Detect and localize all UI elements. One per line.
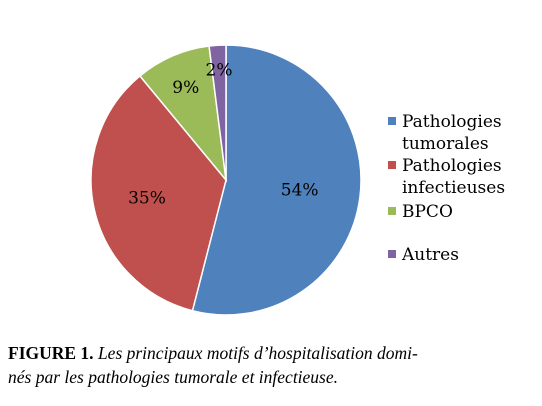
- pie-slice-label-4: 2%: [206, 61, 233, 81]
- legend-swatch-4: [388, 250, 396, 258]
- legend-swatch-2: [388, 161, 396, 169]
- pie-slices: [90, 44, 362, 316]
- legend-label-1-line-2: tumorales: [402, 134, 489, 154]
- pie-chart: 54% 35% 9% 2% PathologiestumoralesPathologi…: [90, 44, 505, 316]
- pie-slice-label-3: 9%: [172, 78, 199, 98]
- pie-slice-label-2: 35%: [128, 189, 166, 209]
- legend-label-3-line-1: BPCO: [402, 202, 453, 222]
- legend-swatch-3: [388, 207, 396, 215]
- pie-slice-labels: 54% 35% 9% 2%: [128, 61, 318, 209]
- caption-prefix: FIGURE 1.: [8, 343, 94, 363]
- legend-label-2-line-2: infectieuses: [402, 178, 505, 198]
- legend-swatch-1: [388, 117, 396, 125]
- chart-legend: PathologiestumoralesPathologiesinfectieu…: [388, 112, 505, 265]
- caption-line-1: FIGURE 1. Les principaux motifs d’hospit…: [8, 341, 530, 365]
- pie-slice-4: [208, 44, 227, 181]
- legend-label-4-line-1: Autres: [401, 245, 459, 265]
- caption-text-line-2: nés par les pathologies tumorale et infe…: [8, 367, 339, 387]
- legend-label-1-line-1: Pathologies: [402, 112, 502, 132]
- caption-text-line-1: Les principaux motifs d’hospitalisation …: [97, 343, 418, 363]
- figure-caption: FIGURE 1. Les principaux motifs d’hospit…: [8, 341, 530, 389]
- legend-label-2-line-1: Pathologies: [402, 156, 502, 176]
- pie-slice-1: [191, 44, 362, 316]
- pie-slice-2: [90, 74, 227, 312]
- pie-slice-label-1: 54%: [281, 180, 319, 200]
